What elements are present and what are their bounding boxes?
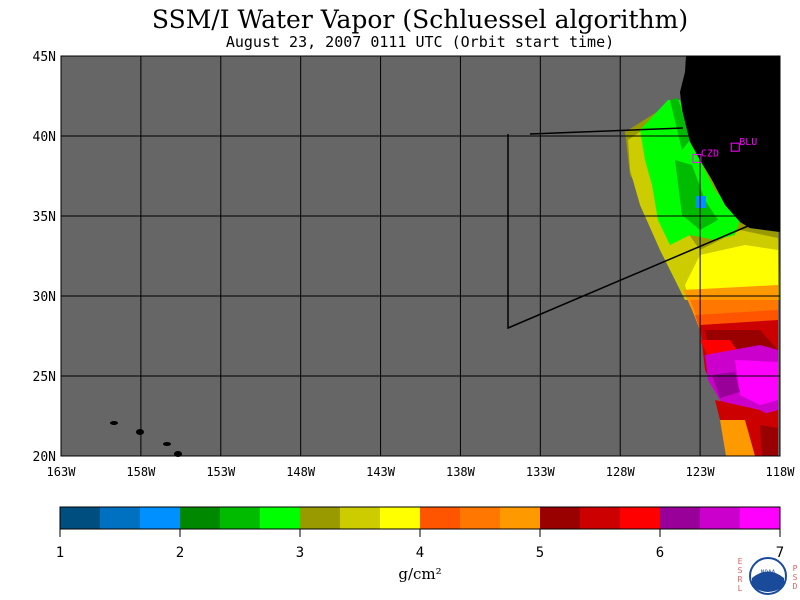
map-plot-area — [60, 55, 781, 457]
domain-outline-box — [507, 134, 749, 330]
colorbar-swatch — [420, 507, 460, 529]
lat-tick-label: 25N — [33, 370, 56, 385]
colorbar-tick-label: 1 — [56, 545, 64, 561]
lon-tick-label: 158W — [126, 465, 156, 479]
longitude-labels: 163W 158W 153W 148W 143W 138W 133W 128W 123W 118W — [47, 465, 796, 479]
map-subtitle: August 23, 2007 0111 UTC (Orbit start ti… — [225, 33, 615, 51]
colorbar-unit-label: g/cm² — [398, 565, 441, 583]
station-label: CZD — [701, 148, 719, 159]
lon-tick-label: 163W — [47, 465, 77, 479]
lat-tick-label: 40N — [33, 130, 56, 145]
colorbar-swatch — [500, 507, 540, 529]
station-marker — [730, 142, 740, 152]
colorbar-swatch — [300, 507, 340, 529]
colorbar-tick-label: 3 — [296, 545, 304, 561]
station-marker — [692, 153, 702, 163]
colorbar-swatch — [540, 507, 580, 529]
colorbar — [59, 506, 781, 530]
colorbar-ticks: 1 2 3 4 5 6 7 — [56, 529, 784, 561]
colorbar-tick-label: 6 — [656, 545, 664, 561]
lat-tick-label: 20N — [33, 450, 56, 465]
lon-tick-label: 128W — [606, 465, 636, 479]
station-label: BLU — [739, 137, 757, 148]
colorbar-swatch — [60, 507, 100, 529]
domain-outline — [529, 127, 684, 135]
colorbar-swatch — [460, 507, 500, 529]
colorbar-tick-label: 2 — [176, 545, 184, 561]
lat-tick-label: 35N — [33, 210, 56, 225]
colorbar-swatch — [140, 507, 180, 529]
map-border — [60, 55, 781, 457]
lon-tick-label: 143W — [366, 465, 396, 479]
colorbar-swatch — [740, 507, 780, 529]
lat-tick-label: 30N — [33, 290, 56, 305]
colorbar-swatch — [700, 507, 740, 529]
lon-tick-label: 133W — [526, 465, 556, 479]
lon-tick-label: 123W — [686, 465, 716, 479]
colorbar-swatch — [380, 507, 420, 529]
lat-tick-label: 45N — [33, 50, 56, 65]
station-markers: CZD BLU — [692, 137, 757, 163]
colorbar-swatch — [580, 507, 620, 529]
noaa-emblem-text: NOAA — [761, 569, 776, 576]
land-mass — [680, 56, 780, 232]
colorbar-swatch — [340, 507, 380, 529]
colorbar-tick-label: 7 — [776, 545, 784, 561]
lon-tick-label: 153W — [206, 465, 236, 479]
colorbar-swatch — [620, 507, 660, 529]
colorbar-tick-label: 5 — [536, 545, 544, 561]
latitude-labels: 45N 40N 35N 30N 25N 20N — [33, 50, 56, 465]
map-title: SSM/I Water Vapor (Schluessel algorithm) — [151, 5, 689, 34]
colorbar-swatch — [220, 507, 260, 529]
lon-tick-label: 118W — [766, 465, 796, 479]
colorbar-swatch — [180, 507, 220, 529]
colorbar-swatch — [260, 507, 300, 529]
colorbar-tick-label: 4 — [416, 545, 424, 561]
colorbar-swatch — [100, 507, 140, 529]
lon-tick-label: 138W — [446, 465, 476, 479]
colorbar-swatch — [660, 507, 700, 529]
svg-text:PSD: PSD — [793, 564, 798, 591]
lon-tick-label: 148W — [286, 465, 316, 479]
